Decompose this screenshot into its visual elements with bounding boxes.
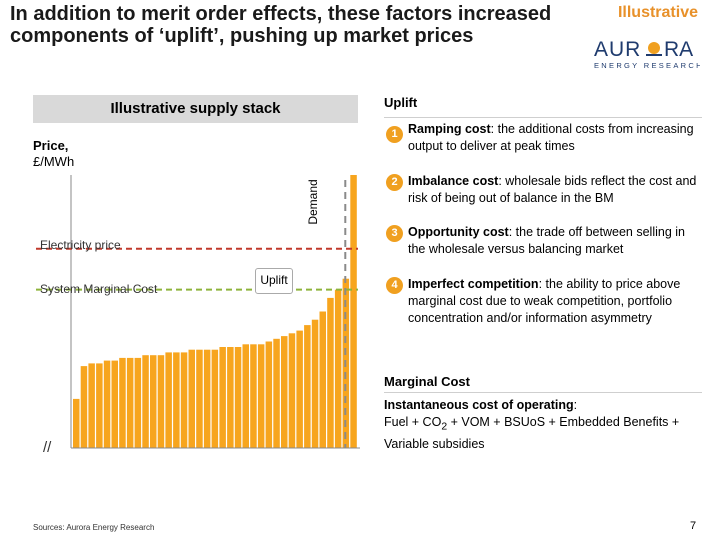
supply-bar bbox=[103, 360, 111, 448]
demand-label-box: Demand bbox=[304, 172, 322, 232]
y-axis-label-line1: Price, bbox=[33, 138, 69, 153]
uplift-item-3-title: Opportunity cost bbox=[408, 225, 509, 239]
number-badge-3: 3 bbox=[386, 225, 403, 242]
supply-bar bbox=[203, 349, 211, 448]
marginal-cost-heading: Marginal Cost bbox=[384, 374, 470, 389]
supply-bar bbox=[250, 344, 257, 448]
supply-bar bbox=[311, 319, 319, 448]
supply-bar bbox=[242, 344, 249, 448]
logo-subtitle: ENERGY RESEARCH bbox=[594, 61, 700, 70]
uplift-item-2-text: Imbalance cost: wholesale bids reflect t… bbox=[408, 173, 700, 207]
uplift-heading: Uplift bbox=[384, 95, 418, 110]
uplift-item-1-title: Ramping cost bbox=[408, 122, 491, 136]
uplift-item-4-text: Imperfect competition: the ability to pr… bbox=[408, 276, 700, 327]
marginal-cost-colon: : bbox=[573, 398, 578, 412]
supply-bar bbox=[119, 357, 126, 448]
supply-bar bbox=[257, 344, 265, 448]
supply-bar bbox=[281, 336, 288, 448]
supply-bar bbox=[334, 289, 342, 448]
supply-stack-heading: Illustrative supply stack bbox=[110, 100, 281, 117]
aurora-logo: AUR RA ENERGY RESEARCH bbox=[594, 38, 700, 70]
source-note: Sources: Aurora Energy Research bbox=[33, 523, 155, 532]
number-badge-1: 1 bbox=[386, 126, 403, 143]
marginal-cost-divider bbox=[384, 392, 702, 393]
uplift-item-2-desc: : wholesale bids reflect the cost and ri… bbox=[408, 174, 697, 205]
uplift-item-1-desc: : the additional costs from increasing o… bbox=[408, 122, 694, 153]
supply-bar bbox=[188, 349, 195, 448]
supply-bar bbox=[142, 355, 149, 448]
supply-bar bbox=[350, 175, 357, 448]
supply-bar bbox=[150, 355, 157, 448]
uplift-item-3-desc: : the trade off between selling in the w… bbox=[408, 225, 685, 256]
logo-sun-icon bbox=[648, 42, 660, 54]
marginal-cost-body: Instantaneous cost of operating: Fuel + … bbox=[384, 397, 702, 453]
page-title: In addition to merit order effects, thes… bbox=[10, 3, 552, 47]
supply-bar bbox=[165, 352, 172, 448]
supply-bar bbox=[304, 325, 311, 448]
supply-bar bbox=[126, 357, 134, 448]
supply-bar bbox=[196, 349, 203, 448]
supply-bar bbox=[234, 347, 242, 448]
supply-bar bbox=[219, 347, 226, 448]
supply-bar bbox=[288, 333, 296, 448]
uplift-item-2-title: Imbalance cost bbox=[408, 174, 499, 188]
page-number: 7 bbox=[690, 520, 697, 532]
supply-bar bbox=[111, 360, 118, 448]
marginal-cost-formula-a: Fuel + CO bbox=[384, 415, 442, 429]
uplift-item-1-text: Ramping cost: the additional costs from … bbox=[408, 121, 700, 155]
uplift-divider bbox=[384, 117, 702, 118]
logo-horizon-bar bbox=[646, 54, 662, 56]
uplift-item-4-desc: : the ability to price above marginal co… bbox=[408, 277, 681, 325]
number-badge-2: 2 bbox=[386, 174, 403, 191]
supply-bar bbox=[96, 363, 103, 448]
supply-bar bbox=[265, 341, 273, 448]
uplift-item-4-title: Imperfect competition bbox=[408, 277, 539, 291]
smc-label: System Marginal Cost bbox=[40, 282, 158, 296]
supply-bar bbox=[180, 352, 188, 448]
supply-bar bbox=[73, 398, 80, 448]
supply-bar bbox=[157, 355, 165, 448]
y-axis-label: Price, £/MWh bbox=[33, 138, 74, 170]
illustrative-tag: Illustrative bbox=[617, 4, 698, 21]
demand-label: Demand bbox=[306, 179, 320, 225]
marginal-cost-formula-b: + VOM + BSUoS + Embedded Benefits + Vari… bbox=[384, 415, 680, 451]
electricity-price-label: Electricity price bbox=[40, 238, 121, 252]
supply-stack-header: Illustrative supply stack bbox=[33, 95, 358, 123]
supply-bar bbox=[211, 349, 219, 448]
supply-bar bbox=[88, 363, 95, 448]
supply-bar bbox=[296, 330, 303, 448]
supply-bar bbox=[327, 297, 334, 448]
logo-left-text: AUR bbox=[594, 38, 641, 61]
uplift-item-3-text: Opportunity cost: the trade off between … bbox=[408, 224, 700, 258]
logo-right-text: RA bbox=[664, 38, 693, 61]
uplift-callout: Uplift bbox=[255, 268, 293, 294]
supply-bar bbox=[227, 347, 234, 448]
y-axis-label-line2: £/MWh bbox=[33, 154, 75, 169]
axis-break-mark: // bbox=[43, 439, 52, 456]
marginal-cost-subheading: Instantaneous cost of operating bbox=[384, 398, 574, 412]
supply-bar bbox=[80, 366, 88, 448]
marginal-cost-formula-sub: 2 bbox=[441, 421, 448, 433]
bar-group bbox=[73, 175, 357, 448]
supply-bar bbox=[319, 311, 326, 448]
number-badge-4: 4 bbox=[386, 277, 403, 294]
supply-bar bbox=[173, 352, 180, 448]
supply-bar bbox=[134, 357, 142, 448]
supply-bar bbox=[273, 338, 280, 448]
